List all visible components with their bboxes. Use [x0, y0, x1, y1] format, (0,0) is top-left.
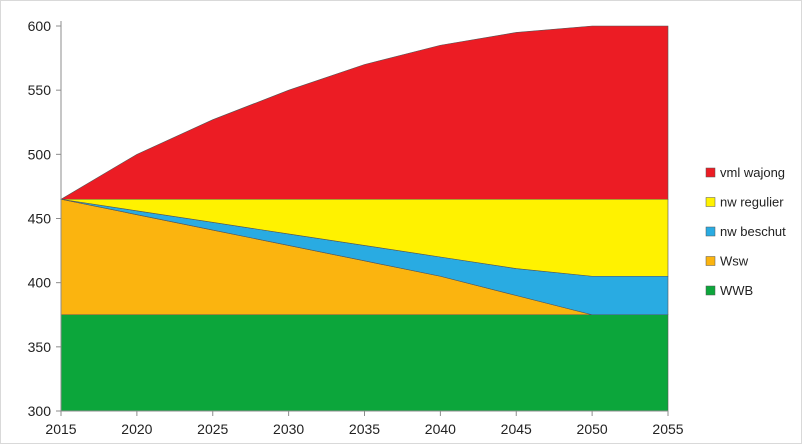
- y-tick-label: 350: [28, 339, 52, 355]
- legend-item-vml-wajong: vml wajong: [705, 165, 785, 180]
- legend-item-nw-regulier: nw regulier: [705, 195, 784, 210]
- y-tick-label: 300: [28, 403, 52, 419]
- y-tick-label: 400: [28, 275, 52, 291]
- legend-label: WWB: [720, 283, 753, 298]
- y-tick-label: 600: [28, 18, 52, 34]
- area-wwb: [60, 314, 669, 412]
- x-tick-label: 2035: [349, 421, 380, 437]
- legend-swatch: [705, 285, 716, 296]
- area-vml-wajong: [59, 25, 669, 200]
- x-tick-label: 2025: [197, 421, 228, 437]
- x-tick-label: 2030: [273, 421, 304, 437]
- legend-label: vml wajong: [720, 165, 785, 180]
- legend-item-wwb: WWB: [705, 283, 753, 298]
- legend: vml wajong nw regulier nw beschut Wsw WWB: [705, 165, 786, 298]
- area-layer: [59, 25, 669, 412]
- x-tick-label: 2015: [45, 421, 76, 437]
- x-tick-label: 2055: [652, 421, 683, 437]
- legend-label: nw beschut: [720, 224, 786, 239]
- y-tick-label: 450: [28, 211, 52, 227]
- legend-label: nw regulier: [720, 195, 784, 210]
- legend-swatch: [705, 197, 716, 207]
- legend-item-wsw: Wsw: [705, 254, 749, 269]
- y-tick-label: 550: [28, 82, 52, 98]
- x-tick-label: 2040: [425, 421, 456, 437]
- x-tick-label: 2050: [577, 421, 608, 437]
- legend-swatch: [705, 167, 716, 178]
- legend-label: Wsw: [720, 254, 749, 269]
- y-tick-label: 500: [28, 146, 52, 162]
- legend-swatch: [705, 226, 716, 237]
- x-tick-label: 2045: [501, 421, 532, 437]
- legend-item-nw-beschut: nw beschut: [705, 224, 786, 239]
- axes-layer: 300 350 400 450 500 550 600 2015 2020 2025 2030 203…: [28, 18, 684, 437]
- legend-swatch: [705, 256, 716, 266]
- x-tick-label: 2020: [121, 421, 152, 437]
